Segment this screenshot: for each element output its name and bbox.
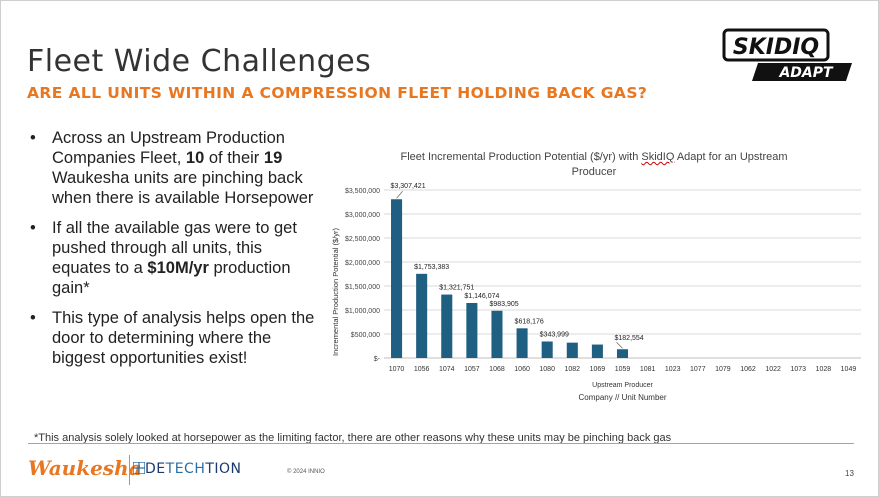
bullet-item: • This type of analysis helps open the d…	[30, 308, 320, 368]
x-tick-label: 1056	[414, 366, 430, 373]
bar	[391, 199, 403, 358]
y-tick-label: $2,000,000	[345, 260, 380, 267]
y-tick-label: $3,500,000	[345, 188, 380, 195]
x-tick-label: 1049	[841, 366, 857, 373]
bullet-dot: •	[30, 219, 36, 237]
bullet-text: production gain*	[52, 259, 291, 297]
x-tick-label: 1082	[565, 366, 581, 373]
y-tick-label: $3,000,000	[345, 212, 380, 219]
detech-text: DE	[145, 461, 166, 477]
x-tick-label: 1077	[690, 366, 706, 373]
footer-divider	[28, 443, 854, 444]
bullet-text: Across an Upstream Production Companies …	[52, 129, 285, 167]
logo-separator	[129, 455, 130, 485]
bar	[516, 328, 528, 358]
y-tick-label: $500,000	[351, 332, 380, 339]
bullet-bold: 19	[263, 149, 283, 167]
data-label: $618,176	[515, 318, 544, 325]
data-label: $182,554	[615, 335, 644, 342]
x-tick-label: 1023	[665, 366, 681, 373]
bar	[441, 294, 453, 358]
bullet-item: • Across an Upstream Production Companie…	[30, 128, 320, 208]
tech-text: TECH	[165, 461, 206, 477]
bar	[566, 342, 578, 358]
bullet-dot: •	[30, 309, 36, 327]
bullet-item: • If all the available gas were to get p…	[30, 218, 320, 298]
data-label: $343,999	[540, 331, 569, 338]
chart-title-part: Adapt for an Upstream Producer	[571, 151, 788, 178]
bullet-bold: $10M/yr	[147, 259, 209, 277]
bullet-text: This type of analysis helps open the doo…	[52, 309, 315, 367]
bar	[616, 349, 629, 358]
data-label: $1,321,751	[439, 285, 474, 292]
x-tick-label: 1028	[816, 366, 832, 373]
bar	[591, 344, 603, 358]
x-axis-category-label: Upstream Producer	[592, 382, 653, 389]
chart-title-part: Fleet Incremental Production Potential (…	[400, 151, 642, 163]
bullet-dot: •	[30, 129, 36, 147]
bar	[416, 273, 428, 358]
x-tick-label: 1074	[439, 366, 455, 373]
page-number: 13	[845, 469, 854, 478]
y-tick-label: $1,000,000	[345, 308, 380, 315]
x-tick-label: 1062	[740, 366, 756, 373]
y-axis-title: Incremental Production Potential ($/yr)	[331, 228, 340, 356]
data-label: $1,753,383	[414, 264, 449, 271]
bullet-bold: 10	[185, 149, 205, 167]
detechtion-grid-icon	[132, 461, 146, 475]
chart-title-brand: SkidIQ	[641, 151, 675, 163]
y-tick-label: $-	[374, 356, 381, 363]
x-tick-label: 1059	[615, 366, 631, 373]
skidiq-adapt-logo: SKIDIQ ADAPT	[722, 28, 852, 81]
detechtion-logo: DETECHTION	[132, 461, 242, 477]
footnote: *This analysis solely looked at horsepow…	[34, 432, 672, 444]
bar	[466, 302, 478, 358]
bar-chart: $- $500,000 $1,000,000 $1,500,000 $2,000,000…	[331, 183, 861, 402]
bullet-text: of their	[204, 149, 264, 167]
data-label-leader	[396, 191, 403, 199]
x-tick-label: 1079	[715, 366, 731, 373]
x-tick-label: 1057	[464, 366, 480, 373]
bullet-text: Waukesha units are pinching back when th…	[52, 169, 314, 207]
data-label: $1,146,074	[464, 293, 499, 300]
logo-line2: ADAPT	[778, 65, 834, 81]
logo-line1: SKIDIQ	[733, 35, 819, 60]
x-tick-label: 1073	[790, 366, 806, 373]
x-tick-label: 1022	[765, 366, 781, 373]
x-tick-label: 1069	[590, 366, 606, 373]
x-axis-title: Company // Unit Number	[578, 393, 666, 402]
data-label: $983,905	[489, 301, 518, 308]
x-tick-label: 1060	[514, 366, 530, 373]
chart-title: Fleet Incremental Production Potential (…	[392, 150, 796, 180]
slide-title: Fleet Wide Challenges	[27, 44, 372, 79]
slide-subtitle: ARE ALL UNITS WITHIN A COMPRESSION FLEET…	[27, 84, 648, 102]
copyright: © 2024 INNIO	[287, 469, 325, 475]
x-tick-label: 1070	[389, 366, 405, 373]
bar	[541, 341, 553, 358]
tion-text: TION	[205, 461, 242, 477]
x-tick-label: 1068	[489, 366, 505, 373]
bar	[491, 310, 503, 358]
y-tick-label: $1,500,000	[345, 284, 380, 291]
x-tick-label: 1081	[640, 366, 656, 373]
bullet-list: • Across an Upstream Production Companie…	[30, 128, 320, 378]
data-label-leader	[616, 341, 623, 349]
bullet-text: If all the available gas were to get pus…	[52, 219, 297, 277]
x-tick-label: 1080	[539, 366, 555, 373]
y-tick-label: $2,500,000	[345, 236, 380, 243]
waukesha-logo: Waukesha	[28, 456, 142, 480]
data-label: $3,307,421	[391, 183, 426, 190]
